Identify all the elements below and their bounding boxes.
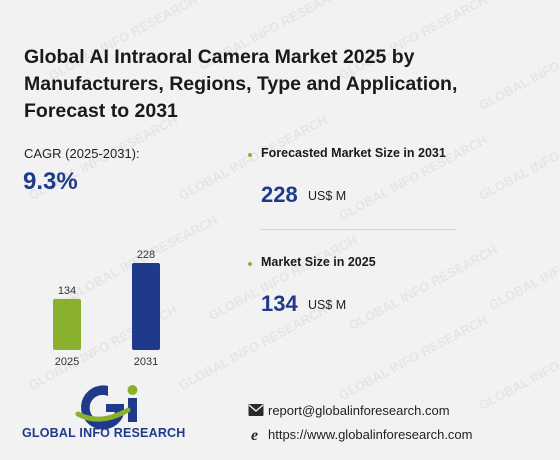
browser-e-icon: e bbox=[251, 427, 258, 441]
envelope-icon bbox=[248, 404, 264, 416]
forecast-label: Forecasted Market Size in 2031 bbox=[261, 146, 446, 160]
x-tick-label: 2025 bbox=[55, 356, 79, 368]
bar-value-label: 228 bbox=[137, 249, 155, 261]
forecast-unit: US$ M bbox=[308, 189, 347, 203]
x-tick-label: 2031 bbox=[134, 356, 158, 368]
contact-email[interactable]: report@globalinforesearch.com bbox=[268, 403, 450, 418]
bullet-icon bbox=[248, 262, 252, 266]
brand-name: GLOBAL INFO RESEARCH bbox=[22, 426, 186, 440]
bar-value-label: 134 bbox=[58, 285, 76, 297]
bar-2031 bbox=[132, 263, 160, 350]
cagr-value: 9.3% bbox=[23, 168, 78, 195]
divider bbox=[260, 229, 456, 230]
page-title: Global AI Intraoral Camera Market 2025 b… bbox=[24, 46, 458, 122]
bar-2025 bbox=[53, 298, 81, 350]
svg-text:e: e bbox=[251, 427, 258, 441]
market-size-label: Market Size in 2025 bbox=[261, 255, 376, 269]
cagr-label: CAGR (2025-2031): bbox=[24, 146, 140, 161]
contact-website[interactable]: https://www.globalinforesearch.com bbox=[268, 427, 473, 442]
market-size-value: 134 bbox=[261, 291, 298, 316]
brand-logo bbox=[75, 385, 138, 430]
market-size-unit: US$ M bbox=[308, 298, 347, 312]
forecast-value: 228 bbox=[261, 182, 298, 207]
bullet-icon bbox=[248, 153, 252, 157]
